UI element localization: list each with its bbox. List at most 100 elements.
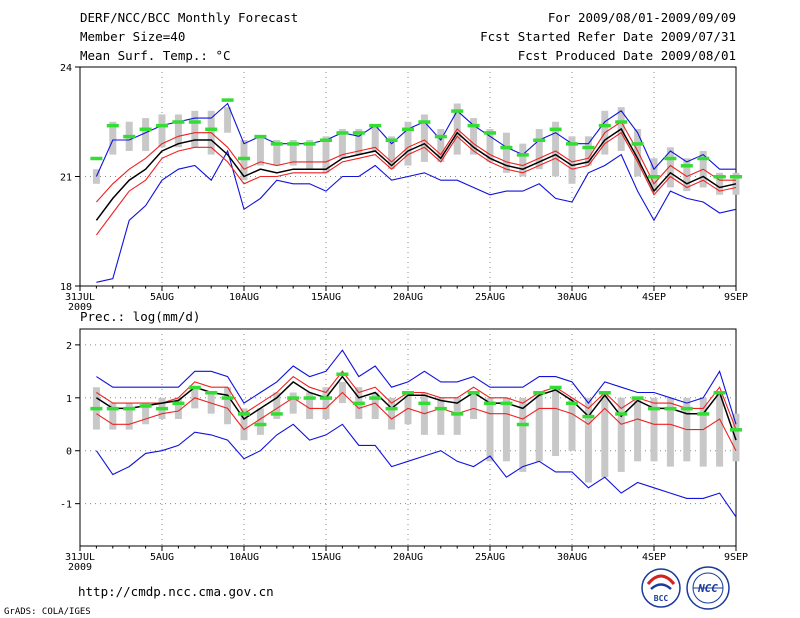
precip-observed-mark: [697, 412, 710, 416]
temperature-lines: [95, 102, 737, 283]
temp-ensemble-box: [568, 136, 576, 184]
precip-x-tick-label: 30AUG: [557, 552, 587, 563]
temp-observed-mark: [106, 123, 119, 128]
precip-observed-mark: [730, 428, 742, 432]
precip-ensemble-box: [716, 392, 724, 467]
temp-observed-mark: [238, 156, 250, 161]
temp-ensemble-box: [650, 158, 658, 192]
precip-ensemble-box: [699, 397, 707, 467]
precip-x-tick-label: 20AUG: [393, 552, 423, 563]
precip-observed-mark: [270, 412, 283, 416]
precip-observed-mark: [385, 406, 398, 411]
precip-ensemble-box: [289, 392, 297, 414]
precip-observed-mark: [516, 422, 529, 427]
precip-observed-mark: [303, 396, 316, 400]
precip-min-line: [95, 423, 737, 518]
temp-ensemble-box: [584, 136, 592, 166]
temp-min-line: [96, 149, 737, 283]
precip-observed-mark: [484, 401, 496, 406]
temp-observed-mark: [697, 156, 710, 161]
precip-ensemble-box: [617, 397, 625, 472]
precip-ensemble-box: [224, 387, 232, 425]
temperature-x-ticks: 31JUL 5AUG 10AUG 15AUG 20AUG 25AUG 30AUG 4SEP 9S…: [65, 286, 748, 313]
temp-ensemble-box: [273, 140, 281, 166]
temp-observed-mark: [484, 131, 496, 135]
temp-observed-mark: [336, 131, 349, 135]
precip-observed-mark: [631, 396, 644, 400]
precip-observed-mark: [106, 406, 119, 411]
precip-ensemble-box: [601, 392, 609, 478]
precip-observed-mark: [221, 396, 234, 400]
temp-ensemble-box: [634, 129, 642, 177]
footer-url[interactable]: http://cmdp.ncc.cma.gov.cn: [78, 584, 274, 599]
precip-max-line: [96, 349, 737, 425]
temp-ensemble-box: [289, 140, 297, 166]
temp-observed-mark: [598, 123, 611, 128]
precip-y-tick-label: 2: [66, 341, 72, 352]
temp-observed-mark: [566, 142, 578, 146]
precip-ensemble-box: [552, 387, 560, 457]
temp-observed-mark: [221, 98, 234, 102]
temp-observed-mark: [451, 109, 464, 113]
temp-y-tick-label: 18: [60, 282, 72, 293]
temp-ensemble-box: [371, 125, 379, 151]
temp-x-tick-label: 25AUG: [475, 292, 505, 303]
temp-ensemble-box: [224, 107, 232, 133]
precip-ensemble-box: [535, 392, 543, 462]
temp-ensemble-box: [535, 129, 543, 170]
temp-ensemble-box: [470, 118, 478, 155]
temp-observed-mark: [713, 175, 726, 179]
temp-observed-mark: [500, 145, 513, 150]
precip-observed-mark: [615, 412, 628, 416]
temp-ensemble-box: [109, 121, 117, 155]
precip-observed-mark: [713, 391, 726, 395]
precip-ensemble-box: [388, 397, 396, 430]
precip-ensemble-box: [125, 403, 133, 430]
precip-observed-mark: [352, 401, 365, 406]
precip-x-tick-label: 5AUG: [150, 552, 174, 563]
temp-ensemble-box: [552, 121, 560, 177]
precip-ensemble-box: [371, 392, 379, 419]
precipitation-y-ticks: -1 0 1 2: [60, 341, 80, 511]
figure-title: DERF/NCC/BCC Monthly Forecast: [80, 10, 298, 25]
precip-observed-mark: [500, 401, 513, 406]
temp-observed-mark: [270, 142, 283, 146]
temp-ensemble-box: [716, 172, 724, 195]
precipitation-observed-marks: [90, 372, 742, 432]
precip-ensemble-box: [273, 392, 281, 419]
temp-observed-mark: [418, 120, 431, 124]
precip-ensemble-box: [502, 397, 510, 462]
temp-ensemble-box: [306, 140, 314, 170]
precip-observed-mark: [566, 401, 578, 406]
precip-ensemble-box: [142, 403, 150, 425]
precip-ensemble-box: [109, 403, 117, 430]
precip-observed-mark: [467, 391, 480, 395]
temp-y-tick-label: 24: [60, 63, 72, 74]
bcc-logo-wave-icon: [650, 583, 672, 590]
precip-ensemble-box: [486, 397, 494, 462]
precip-ensemble-box: [666, 397, 674, 467]
precip-x-tick-label: 4SEP: [642, 552, 666, 563]
ncc-logo: NCC: [686, 566, 730, 610]
temp-ensemble-box: [174, 114, 182, 148]
temp-ensemble-box: [420, 114, 428, 162]
temp-x-tick-label: 10AUG: [229, 292, 259, 303]
forecast-start-date: Fcst Started Refer Date 2009/07/31: [480, 29, 736, 44]
precip-observed-mark: [123, 406, 136, 411]
temp-observed-mark: [287, 142, 300, 146]
temp-ensemble-box: [355, 129, 363, 155]
temp-observed-mark: [254, 134, 267, 139]
temp-x-tick-label: 30AUG: [557, 292, 587, 303]
precip-ensemble-box: [322, 387, 330, 419]
precipitation-grid: [80, 329, 736, 546]
temp-ensemble-box: [142, 118, 150, 151]
temp-observed-mark: [369, 123, 382, 128]
precip-observed-mark: [418, 401, 431, 406]
precip-ensemble-box: [634, 397, 642, 462]
temp-observed-mark: [631, 142, 644, 146]
precip-observed-mark: [336, 372, 349, 376]
grads-credit: GrADS: COLA/IGES: [4, 607, 91, 617]
precip-ensemble-box: [174, 397, 182, 419]
precipitation-panel: -1 0 1 2 31JUL 5AUG 10AUG 15AUG 20AUG 25AUG 30AUG…: [60, 328, 748, 573]
